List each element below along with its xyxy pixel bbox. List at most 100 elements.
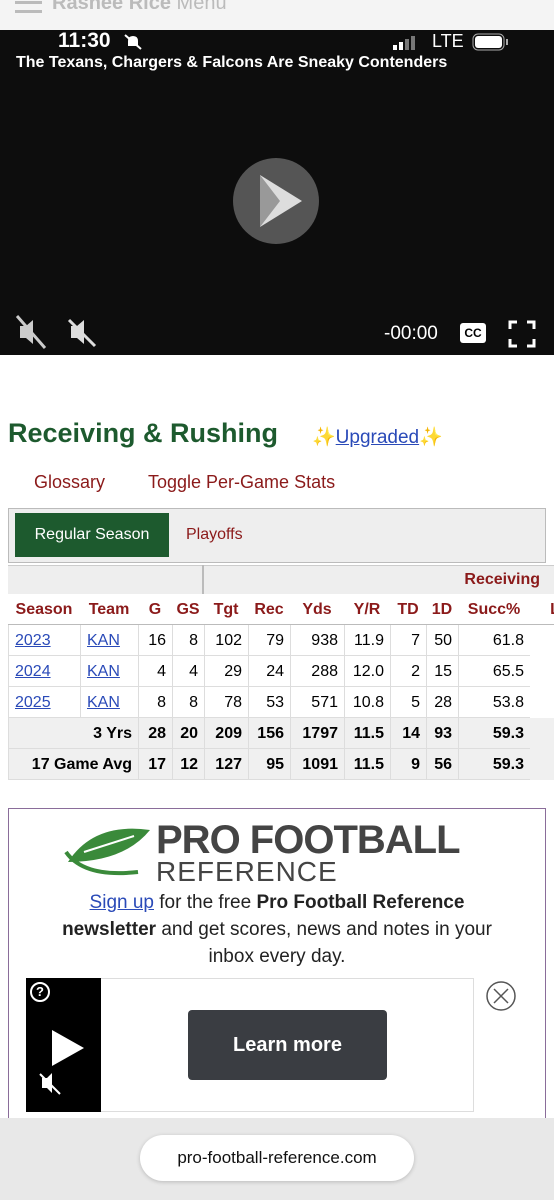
- ad-text-part: for the free: [159, 892, 252, 913]
- column-header: Y/R: [344, 594, 390, 625]
- pfr-logo-bottom: REFERENCE: [156, 856, 338, 887]
- table-cell: 8: [138, 687, 172, 718]
- pfr-logo-ball: [64, 828, 150, 876]
- ad-text-part: and get scores, news and notes in your i…: [161, 919, 492, 967]
- table-link[interactable]: 2024: [8, 656, 80, 687]
- column-header: L: [530, 594, 554, 625]
- table-cell: 50: [426, 625, 458, 656]
- total-cell: 1091: [290, 749, 344, 780]
- sparkle: ✨: [419, 427, 443, 448]
- table-cell: 8: [172, 687, 204, 718]
- total-cell: 127: [204, 749, 248, 780]
- total-cell: 59.3: [458, 749, 530, 780]
- ad-close[interactable]: [485, 980, 517, 1012]
- player-name: Rashee Rice Menu: [52, 0, 227, 15]
- table-cell: 15: [426, 656, 458, 687]
- column-header: G: [138, 594, 172, 625]
- total-cell: 11.5: [344, 749, 390, 780]
- ad-text-bold: newsletter: [62, 919, 157, 940]
- table-cell: 4: [138, 656, 172, 687]
- fullscreen-button[interactable]: [508, 320, 536, 348]
- table-cell: 938: [290, 625, 344, 656]
- column-header: Rec: [248, 594, 290, 625]
- table-cell: 79: [248, 625, 290, 656]
- table-link[interactable]: KAN: [80, 656, 138, 687]
- table-cell: 12.0: [344, 656, 390, 687]
- table-cell: 2: [390, 656, 426, 687]
- total-cell: 12: [172, 749, 204, 780]
- signal-icon: [393, 36, 415, 50]
- menu-label[interactable]: Menu: [176, 0, 227, 14]
- upgraded-link[interactable]: Upgraded: [335, 427, 420, 448]
- section-title: Receiving & Rushing: [8, 418, 279, 448]
- total-cell: 56: [426, 749, 458, 780]
- group-divider: [202, 565, 204, 594]
- column-header: 1D: [426, 594, 458, 625]
- network-label: LTE: [432, 31, 464, 51]
- total-cell: 1797: [290, 718, 344, 749]
- table-cell: 65.5: [458, 656, 530, 687]
- total-cell: 9: [390, 749, 426, 780]
- pfr-logo-top: PRO FOOTBALL: [156, 818, 461, 862]
- total-row-bg: [8, 718, 554, 749]
- menu-icon[interactable]: [15, 0, 43, 16]
- table-link[interactable]: KAN: [80, 687, 138, 718]
- glossary-link[interactable]: Glossary: [34, 472, 106, 492]
- table-link[interactable]: KAN: [80, 625, 138, 656]
- total-cell: 93: [426, 718, 458, 749]
- table-cell: 53.8: [458, 687, 530, 718]
- video-logo: [233, 158, 319, 244]
- ad-text-bold: Pro Football Reference: [256, 892, 465, 913]
- toggle-link[interactable]: Toggle Per-Game Stats: [148, 472, 336, 492]
- table-link[interactable]: 2025: [8, 687, 80, 718]
- column-header: Succ%: [458, 594, 530, 625]
- total-label: 17 Game Avg: [8, 749, 138, 780]
- column-header: TD: [390, 594, 426, 625]
- ad-help[interactable]: ?: [30, 982, 50, 1002]
- table-cell: 24: [248, 656, 290, 687]
- mute-buttons[interactable]: [15, 312, 105, 352]
- group-header-bg: [8, 565, 554, 594]
- upgraded-badge: ✨Upgraded✨: [312, 425, 443, 449]
- table-cell: 10.8: [344, 687, 390, 718]
- stats-table: Receiving Season Team G GS Tgt Rec Yds Y/R TD 1D Su…: [0, 565, 554, 783]
- learn-more-button[interactable]: Learn more: [188, 1010, 387, 1080]
- table-link[interactable]: 2023: [8, 625, 80, 656]
- table-cell: 78: [204, 687, 248, 718]
- table-cell: 102: [204, 625, 248, 656]
- site-header: [0, 0, 554, 30]
- total-row-bg: [8, 749, 554, 780]
- column-header: GS: [172, 594, 204, 625]
- ad-text: Sign up for the free Pro Football Refere…: [40, 889, 514, 970]
- video-title: The Texans, Chargers & Falcons Are Sneak…: [16, 54, 448, 71]
- column-header: Season: [8, 594, 80, 625]
- table-cell: 571: [290, 687, 344, 718]
- table-cell: 288: [290, 656, 344, 687]
- mute-bell: [124, 34, 142, 50]
- ad-play-mute[interactable]: [36, 1026, 90, 1096]
- tab-regular[interactable]: Regular Season: [15, 513, 169, 557]
- table-cell: 7: [390, 625, 426, 656]
- column-header: Yds: [290, 594, 344, 625]
- player-title: Rashee Rice: [52, 0, 171, 14]
- url-bar[interactable]: pro-football-reference.com: [140, 1135, 414, 1181]
- table-cell: 61.8: [458, 625, 530, 656]
- table-cell: 28: [426, 687, 458, 718]
- group-header: Receiving: [464, 571, 540, 588]
- total-cell: 156: [248, 718, 290, 749]
- total-cell: 14: [390, 718, 426, 749]
- total-label: 3 Yrs: [8, 718, 138, 749]
- column-header: Team: [80, 594, 138, 625]
- table-cell: 16: [138, 625, 172, 656]
- table-cell: 5: [390, 687, 426, 718]
- table-cell: 29: [204, 656, 248, 687]
- video-time: -00:00: [384, 323, 438, 344]
- total-cell: 95: [248, 749, 290, 780]
- table-cell: 4: [172, 656, 204, 687]
- cc-button[interactable]: CC: [460, 323, 486, 343]
- battery-icon: [472, 33, 508, 51]
- signup-link[interactable]: Sign up: [89, 892, 154, 913]
- total-cell: 28: [138, 718, 172, 749]
- tab-playoffs[interactable]: Playoffs: [186, 526, 243, 543]
